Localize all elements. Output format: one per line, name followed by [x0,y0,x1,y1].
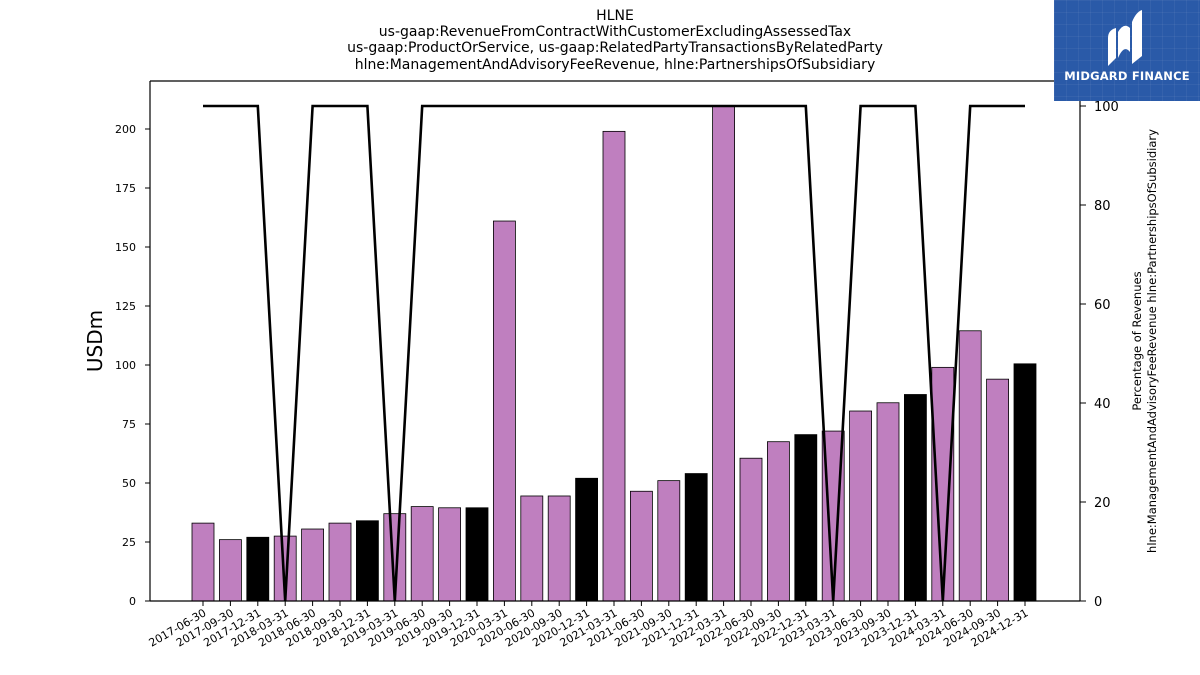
bar-2023-06-30 [849,410,872,602]
bar-2018-06-30 [301,528,325,602]
y-tick-label-0: 0 [129,595,136,608]
y-tick-label-175: 175 [115,182,136,195]
bar-2021-12-31 [684,473,708,602]
chart-title-line-4: hlne:ManagementAndAdvisoryFeeRevenue, hl… [354,57,876,73]
bar-2021-09-30 [657,480,681,602]
chart-title-line-1: HLNE [596,8,634,24]
bar-2018-12-31 [355,520,379,602]
chart-title-line-3: us-gaap:ProductOrService, us-gaap:Relate… [347,40,883,56]
bar-2022-12-31 [794,434,818,602]
bar-2023-12-31 [904,394,927,602]
bar-2024-06-30 [958,330,982,602]
bar-2023-09-30 [876,402,900,602]
bar-2017-06-30 [191,522,215,602]
bar-2022-03-31 [712,105,735,602]
y-tick-label-25: 25 [122,536,136,549]
bar-2020-03-31 [492,220,516,602]
bar-2022-06-30 [739,457,763,602]
brand-logo: MIDGARD FINANCE [1054,0,1200,101]
percentage-line [203,104,1025,602]
brand-logo-text: MIDGARD FINANCE [1064,69,1190,83]
midgard-logo-icon [1108,10,1142,66]
y-axis-label: USDm [83,310,107,372]
y2-tick-label-20: 20 [1094,496,1111,511]
y-tick-label-50: 50 [122,477,136,490]
y2-tick-label-40: 40 [1094,397,1111,412]
bar-2020-09-30 [547,495,571,602]
bar-2020-06-30 [520,495,544,602]
bar-2018-09-30 [328,522,352,602]
y2-tick-label-0: 0 [1094,595,1102,610]
y2-tick-label-80: 80 [1094,199,1111,214]
bar-2019-06-30 [410,506,434,602]
y2-tick-label-60: 60 [1094,298,1111,313]
y-tick-label-150: 150 [115,241,136,254]
bar-2021-03-31 [602,130,626,602]
bar-2019-09-30 [438,507,462,602]
bar-2020-12-31 [575,477,598,602]
bar-2017-09-30 [218,539,242,602]
bar-2024-12-31 [1013,363,1037,602]
bar-2019-12-31 [465,507,489,602]
bar-2024-09-30 [986,378,1009,602]
y2-tick-label-100: 100 [1094,100,1119,115]
chart-title-line-2: us-gaap:RevenueFromContractWithCustomerE… [378,24,852,40]
y2-axis-label-line-2: hlne:ManagementAndAdvisoryFeeRevenue hln… [1145,129,1159,553]
y-tick-label-125: 125 [115,300,136,313]
bar-2017-12-31 [246,536,270,602]
y-tick-label-200: 200 [115,123,136,136]
bar-2021-06-30 [630,490,653,602]
bar-2022-09-30 [767,441,790,602]
y-tick-label-75: 75 [122,418,136,431]
y2-axis-label-line-1: Percentage of Revenues [1130,271,1144,410]
y-tick-label-100: 100 [115,359,136,372]
